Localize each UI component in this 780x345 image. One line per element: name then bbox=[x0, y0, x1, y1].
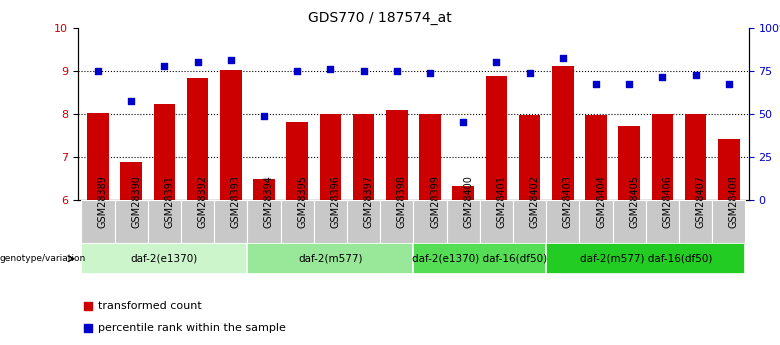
Point bbox=[623, 81, 636, 87]
Point bbox=[523, 70, 536, 76]
Bar bbox=[513, 200, 546, 243]
Text: GSM28399: GSM28399 bbox=[430, 175, 440, 228]
Text: GSM28391: GSM28391 bbox=[165, 175, 175, 228]
Point bbox=[357, 68, 370, 73]
Bar bbox=[386, 110, 408, 200]
Bar bbox=[81, 200, 115, 243]
Bar bbox=[320, 114, 341, 200]
Text: GSM28405: GSM28405 bbox=[629, 175, 640, 228]
Text: GSM28407: GSM28407 bbox=[696, 175, 706, 228]
Point bbox=[225, 57, 237, 63]
Bar bbox=[81, 243, 247, 274]
Point bbox=[324, 66, 337, 71]
Bar bbox=[585, 115, 607, 200]
Text: GSM28402: GSM28402 bbox=[530, 175, 540, 228]
Text: GSM28398: GSM28398 bbox=[397, 175, 407, 228]
Text: GSM28396: GSM28396 bbox=[331, 175, 340, 228]
Bar bbox=[247, 200, 281, 243]
Point bbox=[498, 19, 511, 25]
Point bbox=[498, 223, 511, 229]
Bar bbox=[247, 243, 413, 274]
Bar bbox=[413, 243, 546, 274]
Point bbox=[722, 81, 735, 87]
Text: GSM28389: GSM28389 bbox=[98, 175, 108, 228]
Point bbox=[125, 98, 137, 104]
Bar bbox=[447, 200, 480, 243]
Point bbox=[490, 59, 502, 65]
Bar bbox=[413, 200, 447, 243]
Text: GSM28401: GSM28401 bbox=[496, 175, 506, 228]
Point bbox=[557, 55, 569, 61]
Bar bbox=[254, 179, 275, 200]
Text: genotype/variation: genotype/variation bbox=[0, 254, 87, 263]
Text: daf-2(e1370) daf-16(df50): daf-2(e1370) daf-16(df50) bbox=[413, 254, 548, 264]
Point bbox=[191, 59, 204, 65]
Bar bbox=[281, 200, 314, 243]
Bar bbox=[380, 200, 413, 243]
Bar bbox=[314, 200, 347, 243]
Text: GSM28390: GSM28390 bbox=[131, 175, 141, 228]
Text: GSM28393: GSM28393 bbox=[231, 175, 241, 228]
Title: GDS770 / 187574_at: GDS770 / 187574_at bbox=[308, 11, 452, 25]
Bar bbox=[712, 200, 746, 243]
Bar bbox=[646, 200, 679, 243]
Bar bbox=[651, 114, 673, 200]
Bar bbox=[480, 200, 513, 243]
Bar bbox=[286, 122, 308, 200]
Text: GSM28395: GSM28395 bbox=[297, 175, 307, 228]
Bar bbox=[419, 114, 441, 200]
Bar bbox=[120, 162, 142, 200]
Bar bbox=[215, 200, 247, 243]
Bar bbox=[186, 79, 208, 200]
Bar bbox=[353, 114, 374, 200]
Text: daf-2(m577): daf-2(m577) bbox=[298, 254, 363, 264]
Bar bbox=[154, 104, 176, 200]
Bar bbox=[181, 200, 214, 243]
Text: GSM28394: GSM28394 bbox=[264, 175, 274, 228]
Point bbox=[257, 113, 270, 119]
Bar bbox=[612, 200, 646, 243]
Text: GSM28406: GSM28406 bbox=[662, 175, 672, 228]
Bar bbox=[347, 200, 380, 243]
Text: percentile rank within the sample: percentile rank within the sample bbox=[98, 323, 286, 333]
Bar bbox=[619, 126, 640, 200]
Bar bbox=[679, 200, 712, 243]
Text: GSM28400: GSM28400 bbox=[463, 175, 473, 228]
Text: GSM28403: GSM28403 bbox=[563, 175, 573, 228]
Point bbox=[656, 75, 668, 80]
Point bbox=[291, 68, 303, 73]
Bar bbox=[546, 243, 746, 274]
Text: daf-2(m577) daf-16(df50): daf-2(m577) daf-16(df50) bbox=[580, 254, 712, 264]
Bar bbox=[220, 70, 242, 200]
Point bbox=[424, 70, 436, 76]
Point bbox=[391, 68, 403, 73]
Text: daf-2(e1370): daf-2(e1370) bbox=[131, 254, 198, 264]
Text: GSM28392: GSM28392 bbox=[197, 175, 207, 228]
Bar bbox=[685, 114, 707, 200]
Bar bbox=[115, 200, 147, 243]
Bar bbox=[147, 200, 181, 243]
Point bbox=[92, 68, 105, 73]
Point bbox=[457, 120, 470, 125]
Bar bbox=[486, 76, 507, 200]
Bar bbox=[87, 113, 108, 200]
Point bbox=[690, 72, 702, 78]
Text: GSM28404: GSM28404 bbox=[596, 175, 606, 228]
Bar bbox=[452, 186, 474, 200]
Bar bbox=[546, 200, 580, 243]
Text: GSM28408: GSM28408 bbox=[729, 175, 739, 228]
Point bbox=[590, 81, 602, 87]
Point bbox=[158, 63, 171, 69]
Text: GSM28397: GSM28397 bbox=[363, 175, 374, 228]
Bar bbox=[580, 200, 612, 243]
Bar bbox=[519, 115, 541, 200]
Bar bbox=[552, 66, 573, 200]
Text: transformed count: transformed count bbox=[98, 301, 202, 311]
Bar bbox=[718, 139, 739, 200]
